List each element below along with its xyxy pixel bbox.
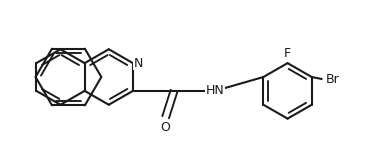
Text: N: N xyxy=(134,57,143,70)
Text: F: F xyxy=(284,47,291,60)
Text: HN: HN xyxy=(206,84,224,97)
Text: O: O xyxy=(161,121,171,134)
Text: Br: Br xyxy=(326,73,340,86)
